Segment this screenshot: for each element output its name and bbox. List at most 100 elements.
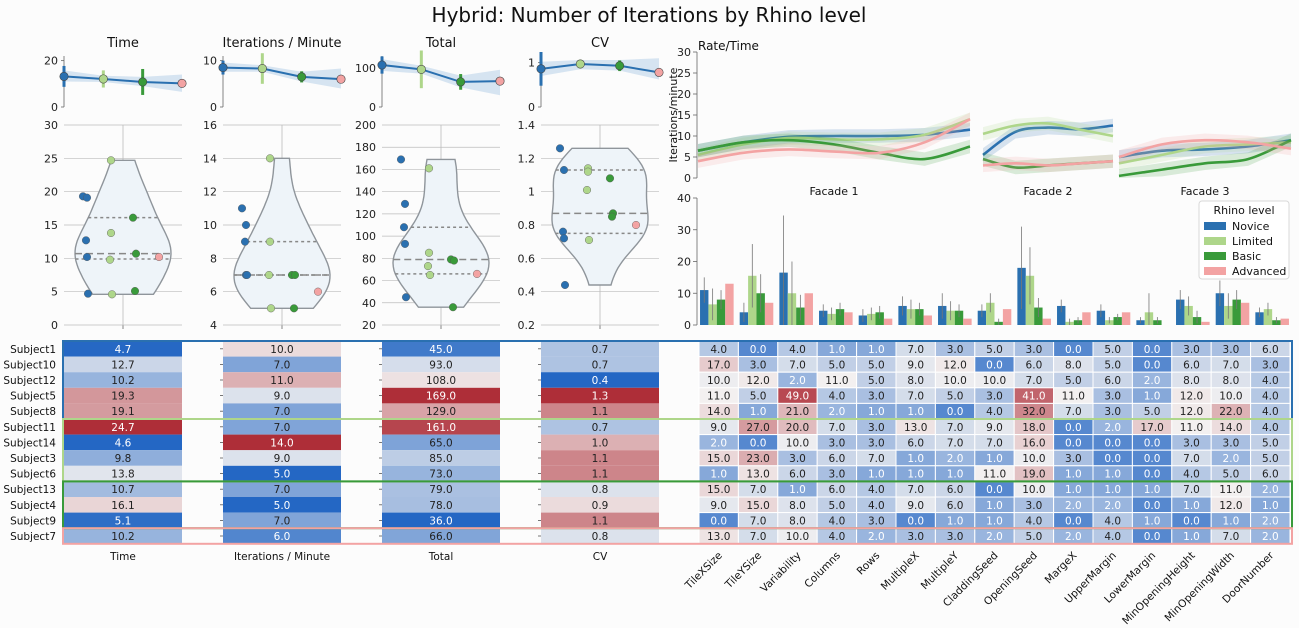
bar [716,299,726,325]
heat-cell-value: 4.0 [710,344,727,356]
heat-cell-value: 4.0 [1262,375,1279,387]
legend-swatch [1204,267,1226,275]
violin-point [266,154,275,163]
heat-cell-value: 0.0 [1144,344,1161,356]
heat-cell-value: 0.7 [592,422,609,434]
heat-cell-value: 1.0 [710,469,727,481]
heat-cell-value: 7.0 [1026,375,1043,387]
bar [1255,312,1264,325]
violin-panel: 0 5 10 15 20 25 30 [44,119,182,332]
heat-cell-value: 3.0 [829,437,846,449]
row-label: Subject6 [10,469,56,481]
heat-cell-value: 14.0 [270,437,293,449]
heat-cell-value: 3.0 [868,391,885,403]
y-tick-label: 160 [355,163,376,176]
trend-panel: Time 0 20 [44,36,187,114]
rate-ci-band [983,116,1113,143]
y-tick-label: 6 [210,286,217,299]
heat-cell-value: 1.0 [986,453,1003,465]
heat-cell-value: 17.0 [707,359,730,371]
heat-cell-value: 6.0 [1026,359,1043,371]
heat-cell-value: 5.0 [1262,453,1279,465]
bar [1002,309,1012,325]
heat-cell-value: 3.0 [1104,406,1121,418]
row-label: Subject8 [10,406,56,418]
heat-cell-value: 4.0 [1026,515,1043,527]
violin-point [290,304,299,313]
trend-point [377,60,387,70]
heat-cell-value: 7.0 [1183,453,1200,465]
heat-cell-value: 12.0 [1219,500,1242,512]
heat-cell-value: 7.0 [829,422,846,434]
heat-cell-value: 5.0 [274,500,291,512]
heat-cell-value: 0.0 [1144,453,1161,465]
y-tick-label: 0 [528,101,535,114]
legend-swatch [1204,252,1226,260]
heat-cell-value: 20.0 [786,422,809,434]
heat-cell-value: 3.0 [1183,437,1200,449]
rate-line [1118,138,1292,159]
heat-cell-value: 6.0 [1262,344,1279,356]
y-tick-label: 10 [203,55,217,68]
heat-cell-value: 0.0 [986,359,1003,371]
y-tick-label: 0.6 [518,252,536,265]
heat-cell-value: 0.0 [1144,531,1161,543]
heat-cell-value: 7.0 [907,344,924,356]
violin-point [560,165,569,174]
heat-cell-value: 1.0 [868,469,885,481]
heat-cell-value: 3.0 [1104,391,1121,403]
measure-heatmap: Subject1 Subject10 Subject12 Subject5 Subjec… [3,341,659,563]
heat-cell-value: 3.0 [986,391,1003,403]
heat-cell [541,372,659,388]
legend-label: Basic [1232,250,1261,263]
heat-cell-value: 8.0 [789,500,806,512]
heat-cell-value: 10.0 [1022,484,1045,496]
heat-cell-value: 6.0 [947,500,964,512]
trend-panel: CV 0 1 [528,36,664,114]
y-tick-label: 5 [684,151,691,164]
heat-cell-value: 2.0 [986,531,1003,543]
heat-cell-value: 0.0 [1065,422,1082,434]
heat-cell-value: 10.0 [1219,391,1242,403]
heat-cell-value: 108.0 [426,375,456,387]
violin-point [154,252,163,261]
heat-cell [541,356,659,373]
heat-cell-value: 5.0 [1065,375,1082,387]
bar [764,302,774,325]
group-outline [62,527,1293,545]
bar [844,312,853,325]
heat-cell-value: 9.0 [907,359,924,371]
bar [1176,299,1185,325]
heat-cell-value: 17.0 [1140,422,1163,434]
y-tick-label: 0 [369,101,376,114]
heat-cell-value: 8.0 [907,375,924,387]
violin-point [584,167,593,176]
figure-title: Hybrid: Number of Iterations by Rhino le… [432,3,867,27]
heat-cell-value: 2.0 [1065,500,1082,512]
heat-cell-value: 21.0 [786,406,809,418]
rate-line [697,118,971,163]
heat-cell-value: 1.0 [592,437,609,449]
heat-cell-value: 1.0 [1223,515,1240,527]
heat-cell-value: 7.0 [274,359,291,371]
heat-cell [64,372,182,388]
heat-cell-value: 2.0 [1262,484,1279,496]
heat-column-label: MargeX [1043,550,1080,587]
heat-cell-value: 10.0 [1022,453,1045,465]
heat-column-label: TileYSize [722,550,764,592]
heat-cell [64,465,182,482]
heat-cell-value: 2.0 [1223,453,1240,465]
heat-cell-value: 3.0 [1223,437,1240,449]
heat-cell-value: 7.0 [986,437,1003,449]
trend-point [177,78,187,88]
heat-cell [541,497,659,513]
heat-cell-value: 10.2 [111,375,134,387]
trend-point [336,74,346,84]
violin-point [81,236,90,245]
heat-cell-value: 8.0 [789,515,806,527]
heat-cell-value: 2.0 [789,375,806,387]
y-tick-label: 0.8 [518,219,536,232]
heat-cell-value: 3.0 [868,515,885,527]
heat-cell-value: 6.0 [829,484,846,496]
heat-column-label: Time [109,551,136,563]
